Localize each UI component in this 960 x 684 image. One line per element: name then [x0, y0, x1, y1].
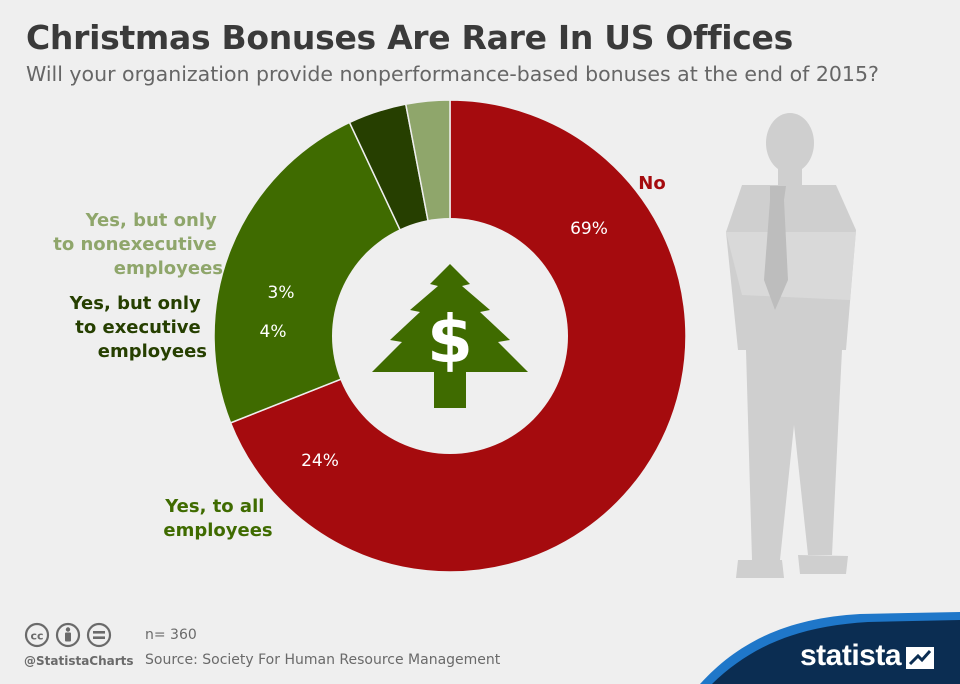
- slice-value-yes-nonexecutive: 3%: [268, 283, 295, 303]
- sample-size: n= 360: [145, 627, 197, 643]
- dollar-christmas-tree-icon: $: [372, 264, 528, 408]
- page-subtitle: Will your organization provide nonperfor…: [26, 62, 879, 86]
- statista-wordmark[interactable]: statista: [800, 639, 902, 672]
- slice-value-yes-executive: 4%: [260, 322, 287, 342]
- slice-label-yes-executive: Yes, but only to executive employees: [69, 293, 207, 362]
- source-note: Source: Society For Human Resource Manag…: [145, 652, 501, 668]
- no-derivatives-icon[interactable]: [86, 622, 112, 648]
- cc-icon[interactable]: cc: [24, 622, 50, 648]
- slice-label-yes-nonexecutive: Yes, but only to nonexecutive employees: [53, 210, 223, 279]
- svg-text:cc: cc: [30, 630, 43, 643]
- statista-logo-icon: [906, 647, 934, 669]
- license-icons: cc: [24, 622, 112, 648]
- page-title: Christmas Bonuses Are Rare In US Offices: [26, 18, 793, 57]
- slice-label-yes-all: Yes, to all employees: [163, 496, 272, 541]
- statista-handle[interactable]: @StatistaCharts: [24, 654, 134, 668]
- statista-banner: [700, 612, 960, 684]
- attribution-icon[interactable]: [55, 622, 81, 648]
- slice-value-yes-all: 24%: [301, 451, 339, 471]
- slice-label-no: No: [638, 173, 665, 194]
- slice-value-no: 69%: [570, 219, 608, 239]
- businessman-silhouette-icon: [726, 113, 856, 578]
- svg-text:$: $: [427, 301, 473, 378]
